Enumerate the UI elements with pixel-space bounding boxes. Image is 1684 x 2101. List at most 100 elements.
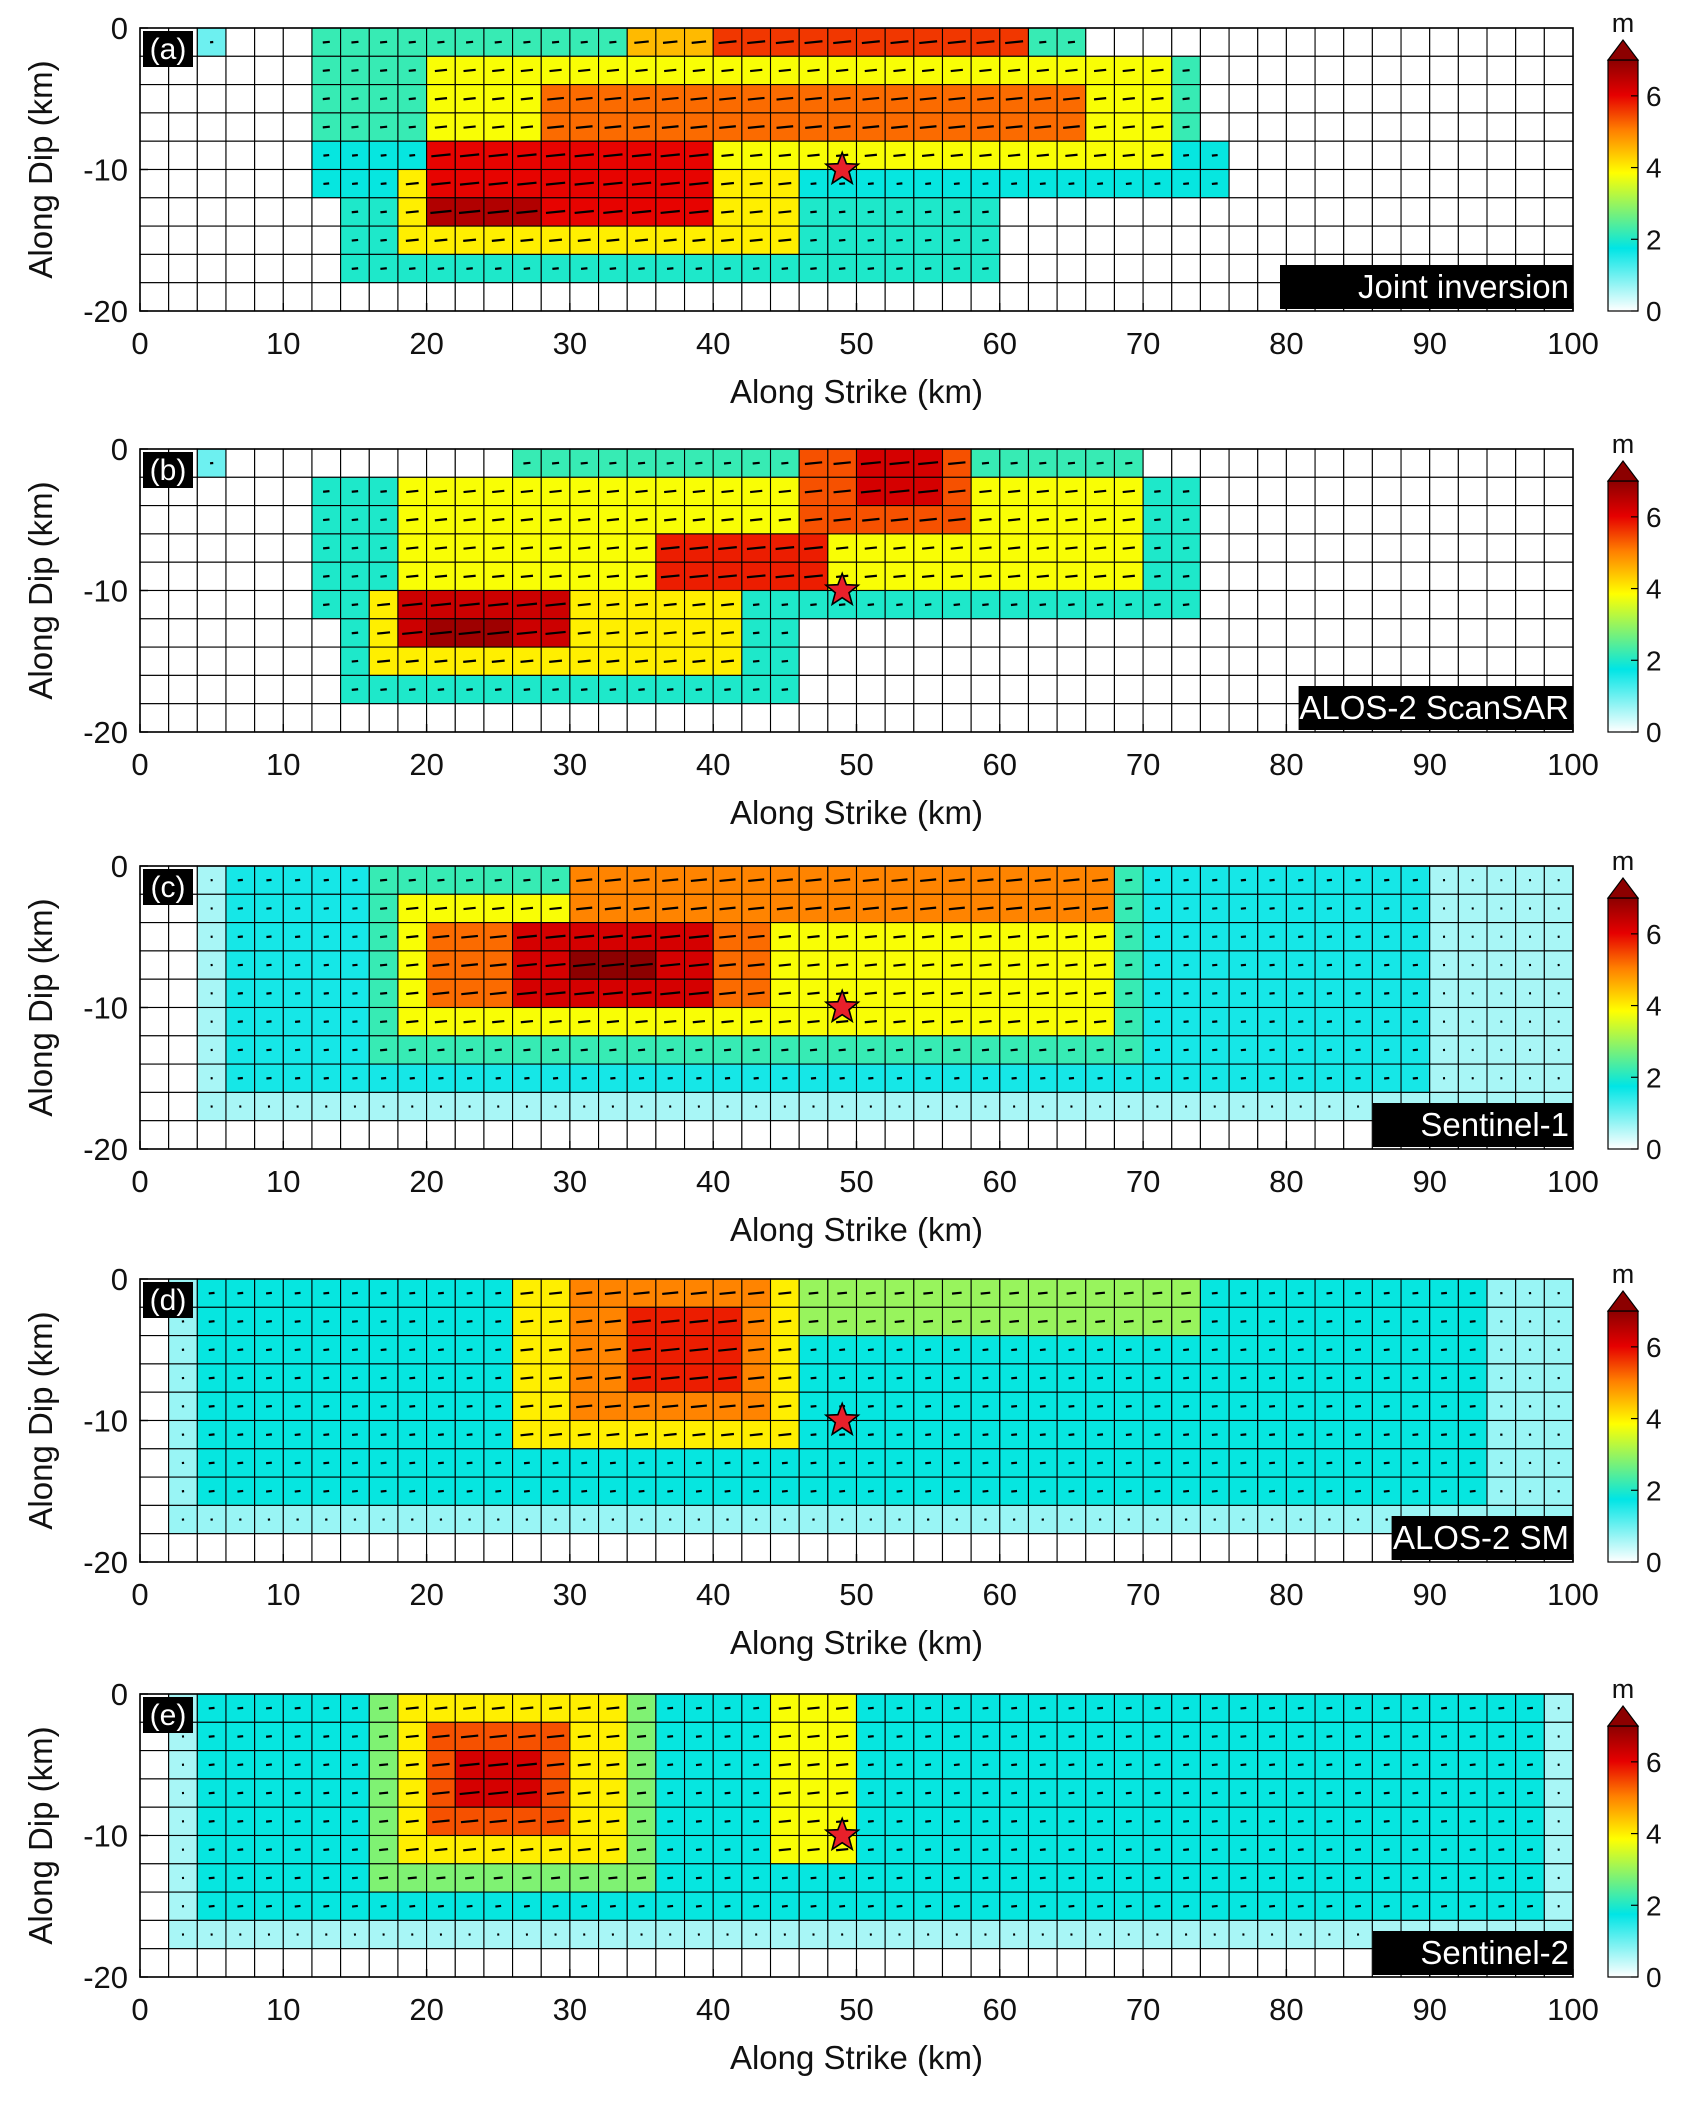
slip-vector	[925, 1791, 932, 1795]
slip-vector	[1412, 1735, 1419, 1738]
slip-vector	[1297, 1819, 1304, 1823]
slip-vector	[294, 1489, 301, 1493]
slip-vector	[748, 1291, 765, 1296]
slip-vector	[1384, 878, 1390, 882]
x-tick-label: 40	[696, 1164, 730, 1199]
slip-vector	[380, 546, 387, 550]
slip-patch	[225, 282, 256, 312]
slip-vector	[1527, 1848, 1533, 1852]
slip-patch	[1199, 1721, 1230, 1752]
slip-vector	[351, 1291, 358, 1295]
slip-vector	[323, 1735, 330, 1738]
slip-patch	[1085, 27, 1115, 57]
slip-patch	[598, 1948, 628, 1978]
slip-vector	[1297, 1763, 1304, 1767]
slip-vector	[1441, 1904, 1448, 1908]
slip-vector	[463, 906, 476, 911]
x-tick-label: 80	[1269, 326, 1303, 361]
slip-patch	[1400, 505, 1431, 535]
slip-vector	[1269, 1461, 1276, 1465]
slip-patch	[1429, 225, 1459, 255]
slip-patch	[540, 1948, 571, 1978]
x-tick-label: 100	[1547, 326, 1599, 361]
slip-vector	[323, 1020, 329, 1024]
slip-vector	[1093, 153, 1107, 158]
slip-patch	[1371, 112, 1402, 142]
slip-vector	[409, 1376, 416, 1380]
slip-patch	[426, 703, 456, 733]
x-tick-label: 50	[839, 1992, 873, 2027]
slip-patch	[483, 703, 514, 733]
slip-vector	[491, 238, 505, 242]
slip-vector	[893, 963, 906, 967]
slip-vector	[1125, 1048, 1133, 1052]
slip-vector	[896, 1735, 903, 1738]
slip-patch	[139, 1806, 170, 1837]
slip-vector	[750, 68, 763, 73]
slip-vector	[493, 1876, 503, 1880]
slip-patch	[712, 282, 743, 312]
slip-vector	[864, 574, 878, 579]
slip-vector	[294, 1291, 301, 1295]
slip-vector	[294, 963, 301, 967]
slip-patch	[855, 1533, 886, 1563]
slip-vector	[492, 574, 505, 579]
panel-label-bg	[143, 452, 193, 488]
slip-vector	[919, 96, 937, 101]
slip-vector	[1065, 489, 1078, 494]
slip-vector	[667, 1791, 674, 1795]
slip-vector	[633, 1291, 650, 1296]
slip-vector	[951, 1319, 962, 1324]
slip-vector	[1183, 153, 1190, 157]
slip-vector	[294, 1320, 301, 1323]
colorbar-tick-label: 0	[1646, 1134, 1662, 1165]
slip-vector	[1326, 1376, 1333, 1380]
slip-patch	[999, 253, 1030, 284]
colorbar-tick-label: 2	[1646, 1062, 1662, 1093]
slip-vector	[1093, 546, 1107, 550]
slip-vector	[635, 238, 649, 242]
slip-vector	[520, 1319, 534, 1324]
slip-vector	[1383, 1433, 1390, 1437]
slip-vector	[781, 631, 789, 635]
slip-vector	[631, 934, 652, 939]
slip-vector	[606, 68, 620, 73]
colorbar-tick-label: 0	[1646, 717, 1662, 748]
slip-vector	[380, 1376, 387, 1380]
slip-vector	[689, 1347, 709, 1352]
slip-patch	[196, 674, 227, 705]
slip-vector	[835, 1763, 849, 1767]
slip-vector	[1125, 963, 1133, 967]
slip-vector	[1183, 1461, 1190, 1465]
slip-vector	[409, 1348, 416, 1352]
slip-vector	[1097, 1461, 1104, 1465]
slip-vector	[1034, 878, 1051, 883]
slip-vector	[1039, 1706, 1046, 1710]
slip-patch	[1515, 618, 1545, 648]
slip-patch	[1113, 253, 1144, 284]
slip-patch	[1371, 140, 1402, 171]
slip-vector	[804, 461, 823, 466]
slip-vector	[867, 1876, 874, 1880]
slip-vector	[380, 153, 387, 157]
slip-vector	[522, 1876, 532, 1880]
slip-patch	[254, 168, 284, 199]
slip-vector	[691, 40, 707, 44]
slip-vector	[576, 1291, 593, 1296]
slip-patch	[254, 55, 284, 86]
slip-vector	[1040, 1076, 1046, 1080]
slip-vector	[1039, 1348, 1046, 1352]
slip-patch	[1142, 253, 1173, 284]
slip-patch	[282, 253, 313, 284]
slip-vector	[1412, 1848, 1419, 1852]
slip-vector	[921, 963, 935, 967]
slip-patch	[1515, 533, 1545, 563]
slip-vector	[495, 1461, 502, 1465]
slip-vector	[438, 1076, 444, 1080]
slip-patch	[1457, 1778, 1488, 1808]
slip-vector	[893, 546, 906, 550]
slip-vector	[294, 1706, 301, 1710]
slip-vector	[434, 1847, 448, 1852]
slip-vector	[208, 1489, 215, 1493]
